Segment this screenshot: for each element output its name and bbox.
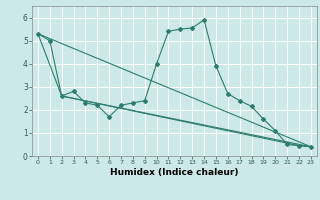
X-axis label: Humidex (Indice chaleur): Humidex (Indice chaleur) [110, 168, 239, 177]
